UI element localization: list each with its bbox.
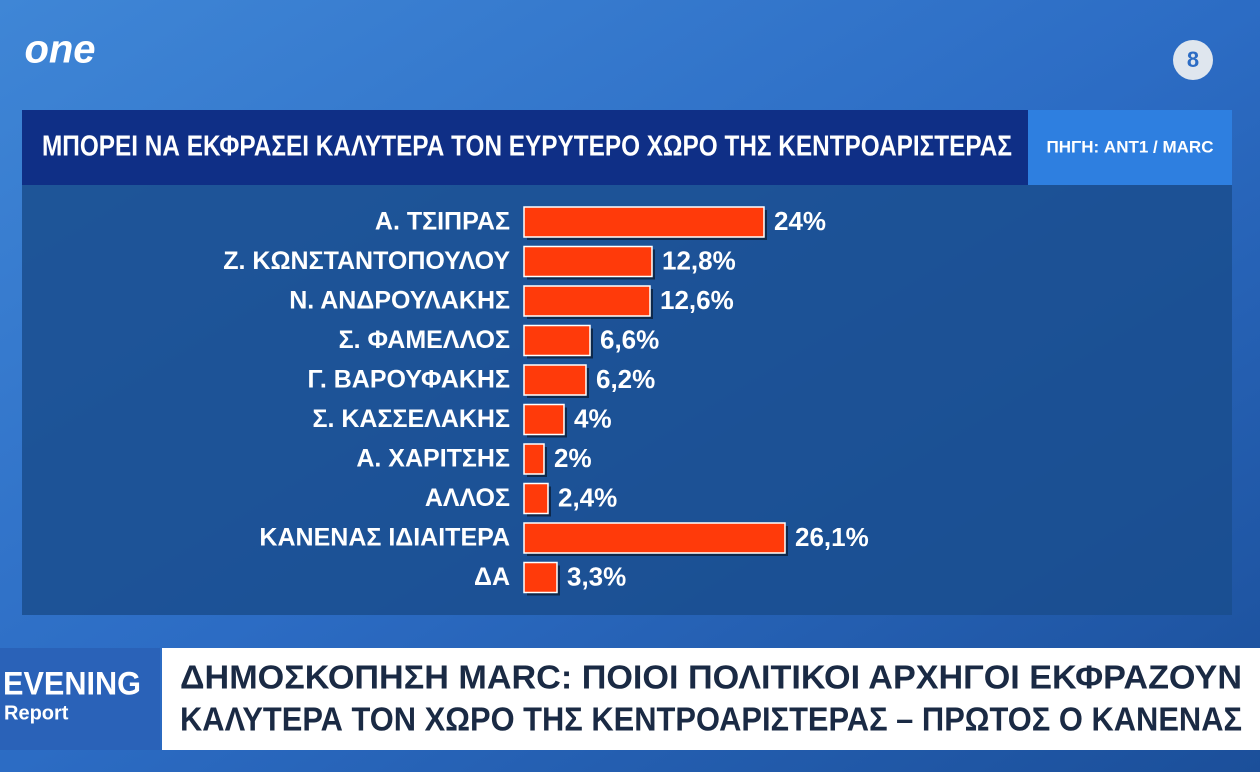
bar [523, 522, 786, 554]
value-label: 3,3% [567, 561, 626, 591]
category-label: ΚΑΝΕΝΑΣ ΙΔΙΑΙΤΕΡΑ [259, 524, 510, 552]
value-label: 26,1% [795, 522, 869, 552]
value-label: 2,4% [558, 482, 617, 512]
chart-title: ΜΠΟΡΕΙ ΝΑ ΕΚΦΡΑΣΕΙ ΚΑΛΥΤΕΡΑ ΤΟΝ ΕΥΡΥΤΕΡΟ… [42, 131, 1012, 163]
bar [523, 561, 558, 594]
headline-box [162, 648, 1260, 750]
value-label: 12,6% [660, 285, 734, 315]
bar-chart: Α. ΤΣΙΠΡΑΣ 24% Ζ. ΚΩΝΣΤΑΝΤΟΠΟΥΛΟΥ 12,8% Ν. Α… [223, 206, 869, 596]
category-label: Α. ΤΣΙΠΡΑΣ [375, 208, 510, 236]
show-badge [0, 648, 160, 750]
source: ΠΗΓΗ: ANT1 / MARC [1047, 137, 1214, 156]
value-label: 12,8% [662, 245, 736, 275]
channel-badge [1173, 40, 1213, 80]
category-label: Σ. ΦΑΜΕΛΛΟΣ [339, 326, 510, 354]
category-label: Γ. ΒΑΡΟΥΦΑΚΗΣ [308, 366, 510, 394]
value-label: 24% [774, 206, 826, 236]
category-label: ΔΑ [474, 563, 510, 591]
bar [523, 364, 587, 396]
bar [523, 403, 565, 436]
bar [523, 482, 549, 515]
bar [523, 285, 651, 317]
bar [523, 324, 591, 357]
headline-line: ΔΗΜΟΣΚΟΠΗΣΗ MARC: ΠΟΙΟΙ ΠΟΛΙΤΙΚΟΙ ΑΡΧΗΓΟ… [180, 659, 1242, 696]
source-box [1028, 110, 1232, 185]
category-label: Ν. ΑΝΔΡΟΥΛΑΚΗΣ [289, 287, 510, 315]
value-label: 6,2% [596, 364, 655, 394]
show-subname: Report [4, 702, 69, 724]
category-label: Α. ΧΑΡΙΤΣΗΣ [356, 445, 510, 473]
bar [523, 206, 765, 238]
value-label: 6,6% [600, 324, 659, 354]
logo: one [24, 28, 95, 72]
value-label: 2% [554, 443, 592, 473]
category-label: Ζ. ΚΩΝΣΤΑΝΤΟΠΟΥΛΟΥ [223, 247, 510, 275]
bar [523, 443, 545, 475]
show-name: EVENING [3, 665, 141, 701]
headline-line: ΚΑΛΥΤΕΡΑ ΤΟΝ ΧΩΡΟ ΤΗΣ ΚΕΝΤΡΟΑΡΙΣΤΕΡΑΣ – … [180, 701, 1242, 738]
category-label: Σ. ΚΑΣΣΕΛΑΚΗΣ [312, 405, 510, 433]
channel-number: 8 [1187, 47, 1199, 72]
bar [523, 245, 653, 278]
title-banner [22, 110, 1028, 185]
value-label: 4% [574, 403, 612, 433]
category-label: ΑΛΛΟΣ [425, 484, 510, 512]
